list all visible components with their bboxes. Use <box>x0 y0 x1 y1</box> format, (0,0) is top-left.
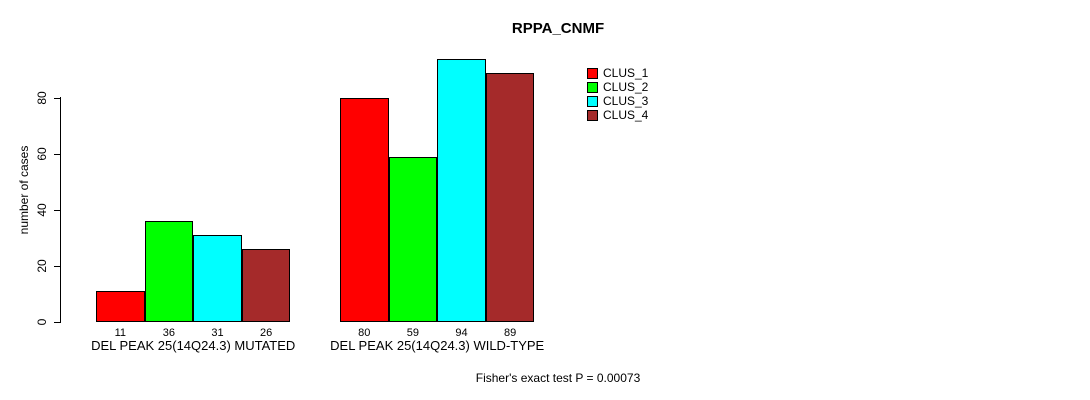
y-tick-label: 20 <box>35 258 49 273</box>
legend: CLUS_1 CLUS_2 CLUS_3 CLUS_4 <box>587 66 648 122</box>
y-tick-label: 0 <box>35 318 49 325</box>
legend-row-clus_3: CLUS_3 <box>587 94 648 108</box>
legend-row-clus_1: CLUS_1 <box>587 66 648 80</box>
bar-clus_4-group2 <box>485 72 535 322</box>
bar-clus_3-group2 <box>437 58 486 322</box>
bar-value-label: 94 <box>455 327 468 339</box>
bar-value-label: 36 <box>162 327 176 339</box>
y-tick-mark <box>54 153 61 155</box>
bar-value-label: 31 <box>211 327 224 339</box>
legend-swatch-icon <box>587 81 598 93</box>
y-tick-label: 60 <box>35 146 49 161</box>
bar-clus_1-group2 <box>340 98 389 322</box>
bar-clus_2-group1 <box>144 221 194 322</box>
bar-clus_4-group1 <box>241 249 291 322</box>
fisher-test-annotation: Fisher's exact test P = 0.00073 <box>475 371 641 385</box>
legend-label: CLUS_1 <box>603 66 649 80</box>
group-label: DEL PEAK 25(14Q24.3) WILD-TYPE <box>330 338 545 353</box>
bar-value-label: 59 <box>406 327 420 339</box>
legend-row-clus_4: CLUS_4 <box>587 108 648 122</box>
legend-swatch-icon <box>587 109 598 121</box>
bar-value-label: 89 <box>503 327 517 339</box>
bar-clus_1-group1 <box>96 291 145 322</box>
y-tick-label: 40 <box>35 202 49 217</box>
bar-clus_2-group2 <box>388 156 438 322</box>
bar-value-label: 26 <box>259 327 273 339</box>
legend-swatch-icon <box>587 95 598 107</box>
legend-label: CLUS_3 <box>603 94 649 108</box>
bar-value-label: 80 <box>358 327 371 339</box>
y-tick-mark <box>54 321 61 323</box>
legend-row-clus_2: CLUS_2 <box>587 80 648 94</box>
y-tick-mark <box>54 265 61 267</box>
bar-value-label: 11 <box>114 327 127 339</box>
legend-swatch-icon <box>587 67 598 79</box>
y-tick-label: 80 <box>35 90 49 105</box>
y-tick-mark <box>54 97 61 99</box>
group-label: DEL PEAK 25(14Q24.3) MUTATED <box>91 338 296 353</box>
bar-clus_3-group1 <box>193 235 242 322</box>
chart-title: RPPA_CNMF <box>511 20 605 37</box>
y-tick-mark <box>54 209 61 211</box>
legend-label: CLUS_4 <box>603 108 649 122</box>
legend-label: CLUS_2 <box>603 80 649 94</box>
y-axis-label: number of cases <box>17 145 31 235</box>
